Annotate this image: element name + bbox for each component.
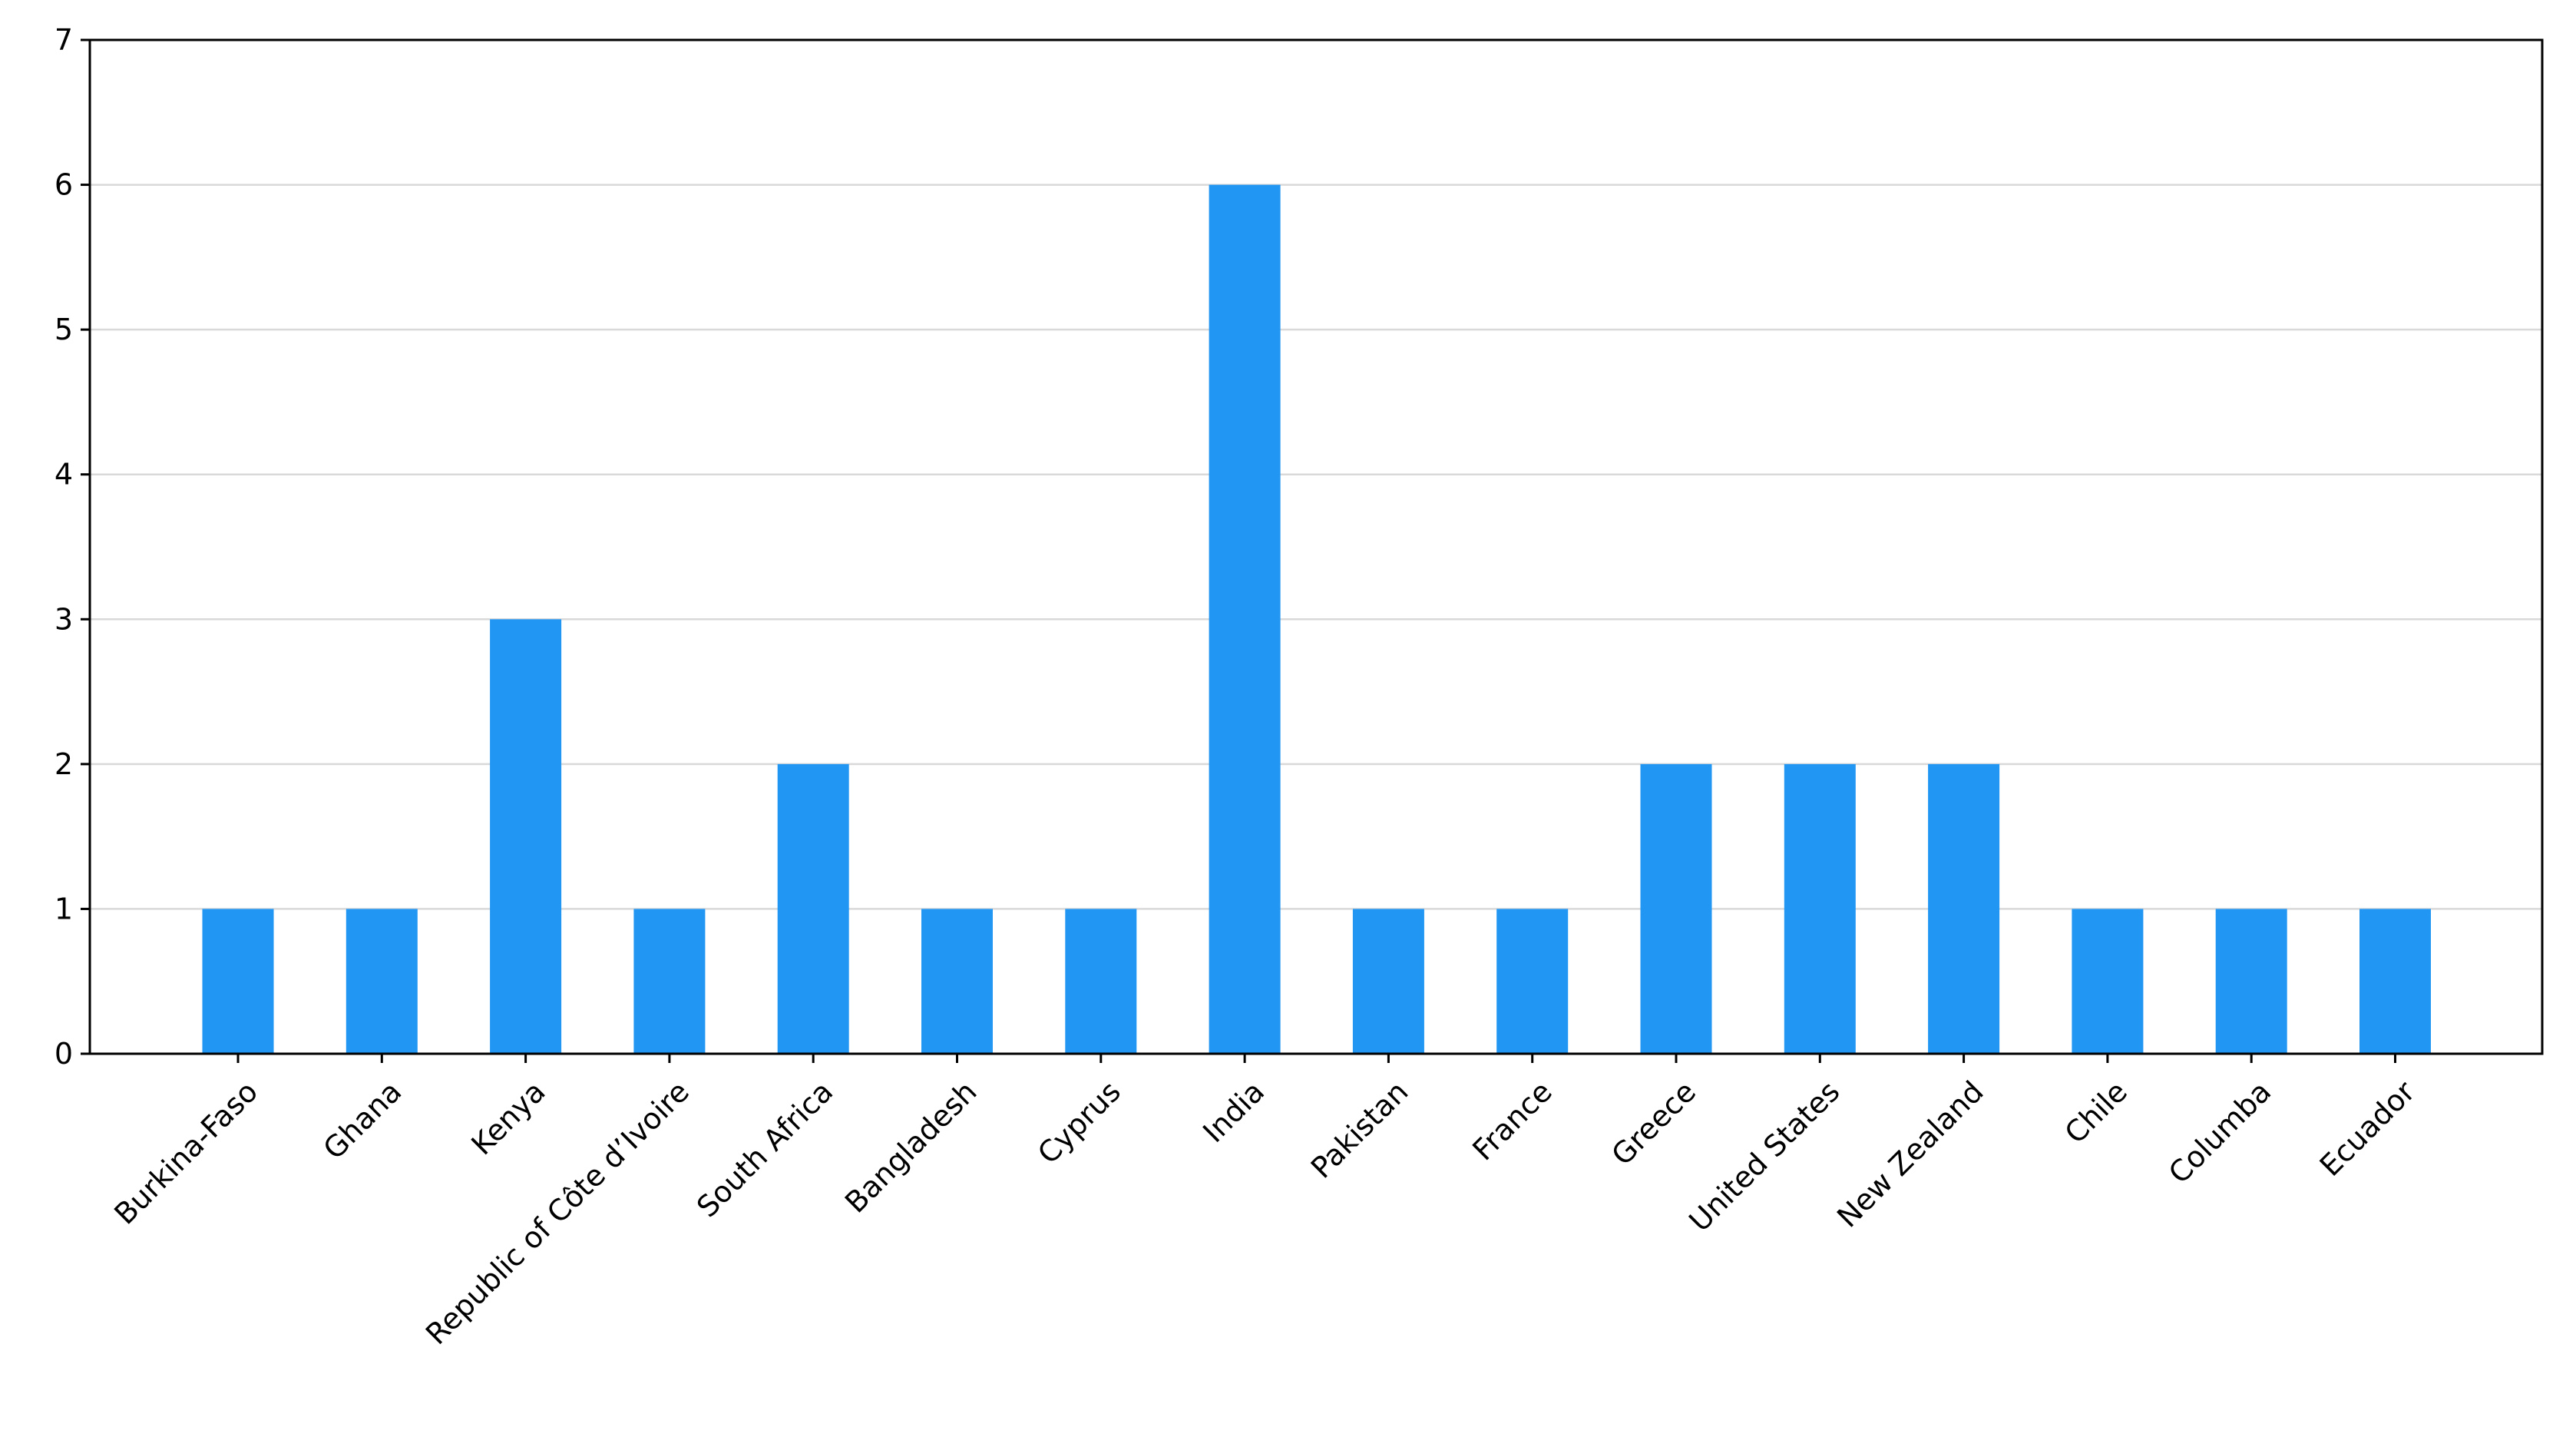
bar xyxy=(2215,909,2287,1054)
x-tick-label: Pakistan xyxy=(1305,1074,1415,1185)
bars xyxy=(202,184,2431,1055)
bar xyxy=(1784,763,1856,1054)
bar xyxy=(1065,909,1137,1054)
bar xyxy=(633,909,706,1054)
y-tick-label: 3 xyxy=(55,602,73,636)
y-tick-label: 2 xyxy=(55,747,73,781)
y-tick-label: 4 xyxy=(55,458,73,492)
bar xyxy=(1352,909,1424,1054)
bar xyxy=(202,909,274,1054)
bar xyxy=(1496,909,1569,1054)
y-tick-label: 7 xyxy=(55,23,73,57)
y-axis: 0 1 2 3 4 5 6 7 xyxy=(55,23,90,1071)
x-tick-label: France xyxy=(1466,1074,1558,1167)
x-tick-label: Ghana xyxy=(317,1074,408,1166)
bar xyxy=(1209,184,1281,1055)
x-tick-label: Republic of Côte d’Ivoire xyxy=(419,1074,696,1351)
bar xyxy=(777,763,849,1054)
x-tick-label: Chile xyxy=(2058,1074,2134,1150)
x-tick-label: Kenya xyxy=(465,1074,551,1161)
y-tick-label: 1 xyxy=(55,892,73,925)
bar xyxy=(2072,909,2144,1054)
bar xyxy=(346,909,418,1054)
x-tick-label: Ecuador xyxy=(2313,1074,2422,1183)
bar xyxy=(490,619,562,1054)
bar xyxy=(1640,763,1712,1054)
x-tick-label: United States xyxy=(1682,1074,1846,1238)
x-tick-label: New Zealand xyxy=(1830,1074,1990,1234)
bar xyxy=(2359,909,2431,1054)
x-tick-label: Greece xyxy=(1605,1074,1702,1172)
x-tick-label: India xyxy=(1196,1074,1271,1149)
x-tick-label: Columba xyxy=(2162,1074,2278,1190)
grid-lines xyxy=(90,184,2542,910)
bar xyxy=(921,909,993,1054)
y-tick-label: 0 xyxy=(55,1037,73,1071)
y-tick-label: 6 xyxy=(55,168,73,202)
x-tick-label: South Africa xyxy=(690,1074,839,1223)
x-tick-label: Bangladesh xyxy=(838,1074,984,1220)
plot-frame xyxy=(88,38,2544,1055)
x-tick-label: Cyprus xyxy=(1031,1074,1127,1170)
y-tick-label: 5 xyxy=(55,313,73,346)
x-tick-label: Burkina-Faso xyxy=(107,1074,264,1231)
bar xyxy=(1928,763,2000,1054)
